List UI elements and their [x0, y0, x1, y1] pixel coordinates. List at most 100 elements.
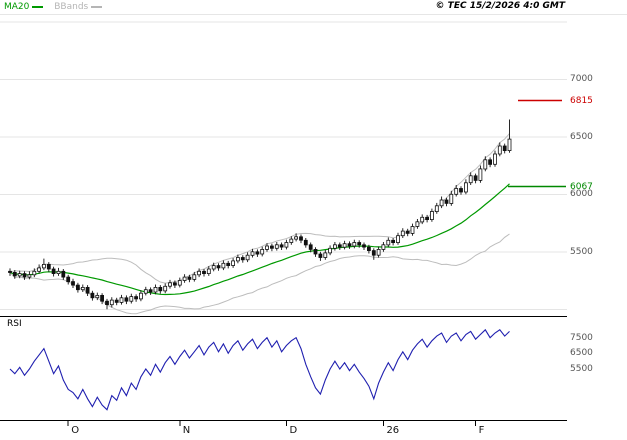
candlestick-series: [8, 119, 512, 310]
candle-body: [274, 244, 279, 249]
candle-body: [444, 199, 449, 204]
candle-body: [216, 265, 221, 269]
candle-body: [425, 216, 430, 221]
candle-body: [202, 270, 206, 274]
candle-body: [391, 239, 396, 244]
candle-body: [362, 244, 366, 248]
candle-body: [231, 260, 236, 266]
candle-body: [502, 145, 507, 151]
candle-body: [105, 300, 109, 306]
candle-body: [332, 244, 337, 249]
candle-body: [318, 253, 323, 258]
ma20-line: [9, 183, 510, 296]
candle-body: [114, 299, 119, 303]
candle-body: [240, 257, 245, 261]
candle-body: [420, 216, 425, 223]
candle-body: [12, 271, 17, 277]
candle-body: [260, 248, 265, 255]
candle-body: [381, 244, 386, 250]
candle-body: [109, 299, 114, 306]
bollinger-lower-band: [9, 233, 510, 315]
candle-body: [182, 276, 187, 281]
bbands-legend-label: BBands: [54, 2, 89, 12]
candle-body: [342, 243, 347, 248]
candle-body: [366, 246, 371, 251]
candle-body: [80, 286, 85, 291]
candle-body: [8, 270, 12, 273]
candle-body: [221, 262, 226, 269]
candle-body: [153, 286, 158, 293]
candle-body: [255, 251, 260, 255]
candle-body: [497, 145, 502, 155]
candle-body: [400, 230, 405, 237]
candle-body: [308, 244, 313, 250]
candle-body: [434, 205, 439, 213]
candle-body: [478, 168, 483, 181]
candle-body: [32, 270, 37, 276]
candle-body: [37, 267, 41, 272]
candle-body: [134, 296, 139, 300]
candle-body: [337, 244, 342, 248]
candle-body: [95, 294, 100, 299]
candle-body: [163, 285, 168, 292]
candle-body: [124, 297, 129, 302]
candle-body: [493, 153, 497, 165]
candle-body: [405, 230, 410, 234]
candle-body: [76, 284, 80, 291]
candle-body: [454, 188, 459, 195]
candle-body: [459, 188, 463, 193]
legend: MA20 BBands: [4, 2, 110, 12]
candle-body: [488, 159, 493, 165]
candle-body: [410, 226, 415, 234]
bollinger-upper-band: [9, 133, 510, 284]
candle-body: [279, 244, 284, 248]
candle-body: [66, 276, 71, 283]
candle-body: [27, 274, 32, 278]
candle-body: [507, 138, 512, 152]
candle-body: [51, 268, 56, 274]
candle-body: [46, 263, 51, 270]
candle-body: [357, 242, 362, 246]
candle-body: [90, 292, 95, 299]
candle-body: [148, 289, 153, 293]
candle-body: [265, 245, 269, 250]
candle-body: [386, 239, 391, 246]
candle-body: [376, 248, 381, 256]
candle-body: [328, 247, 333, 254]
candle-body: [100, 294, 104, 302]
chart-header: MA20 BBands © TEC 15/2/2026 4:0 GMT: [0, 0, 627, 15]
candle-body: [294, 236, 299, 240]
candle-body: [61, 270, 66, 278]
candle-body: [415, 221, 420, 227]
candle-body: [449, 193, 454, 204]
legend-item-bbands[interactable]: BBands: [54, 2, 103, 12]
candle-body: [483, 159, 488, 170]
candle-body: [463, 182, 468, 193]
copyright-text: © TEC 15/2/2026 4:0 GMT: [435, 1, 565, 11]
candle-body: [235, 257, 240, 262]
candle-body: [143, 289, 148, 294]
candle-body: [206, 268, 211, 274]
candle-body: [192, 274, 197, 280]
candle-body: [85, 286, 90, 294]
candle-body: [71, 281, 75, 286]
candle-body: [177, 280, 182, 286]
candle-body: [323, 252, 328, 258]
candle-body: [250, 251, 255, 256]
legend-item-ma20[interactable]: MA20: [4, 2, 44, 12]
candle-body: [371, 250, 376, 256]
candle-body: [158, 286, 163, 292]
candle-body: [468, 175, 473, 184]
candle-body: [22, 273, 27, 278]
candle-body: [129, 296, 134, 302]
candle-body: [187, 276, 192, 280]
candle-body: [17, 273, 22, 277]
candle-body: [347, 243, 352, 247]
ma20-line-swatch: [32, 5, 44, 8]
candle-body: [299, 236, 303, 241]
candle-body: [119, 297, 124, 303]
candle-body: [473, 175, 478, 181]
candle-body: [313, 248, 318, 255]
